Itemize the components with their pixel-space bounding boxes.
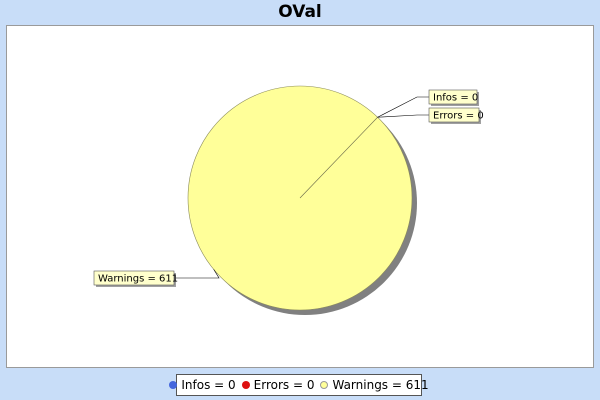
leader-line-infos: [377, 96, 429, 118]
slice-label-infos: Infos = 0: [433, 93, 478, 104]
slice-label-errors: Errors = 0: [433, 111, 484, 122]
legend-item-warnings: Warnings = 611: [320, 378, 429, 392]
plot-area: Infos = 0 Errors = 0 Warnings = 611: [6, 25, 594, 368]
leader-line-warnings: [174, 269, 220, 279]
legend-swatch-warnings: [320, 381, 329, 389]
legend-item-errors: Errors = 0: [241, 378, 315, 392]
legend-label-warnings: Warnings = 611: [332, 378, 429, 392]
leader-line-errors: [377, 114, 429, 118]
legend-swatch-errors: [241, 381, 250, 389]
slice-label-warnings: Warnings = 611: [98, 274, 178, 285]
label-box-warnings: [93, 270, 175, 286]
label-box-infos: [428, 89, 478, 105]
chart-title: OVal: [278, 2, 322, 22]
pie-zero-slice-edge: [299, 117, 378, 199]
legend-label-errors: Errors = 0: [253, 378, 315, 392]
legend-label-infos: Infos = 0: [181, 378, 236, 392]
legend-swatch-infos: [169, 381, 178, 389]
label-box-errors: [428, 107, 480, 123]
pie-chart: Infos = 0 Errors = 0 Warnings = 611: [93, 85, 484, 315]
legend: Infos = 0 Errors = 0 Warnings = 611: [169, 374, 429, 396]
legend-item-infos: Infos = 0: [169, 378, 236, 392]
